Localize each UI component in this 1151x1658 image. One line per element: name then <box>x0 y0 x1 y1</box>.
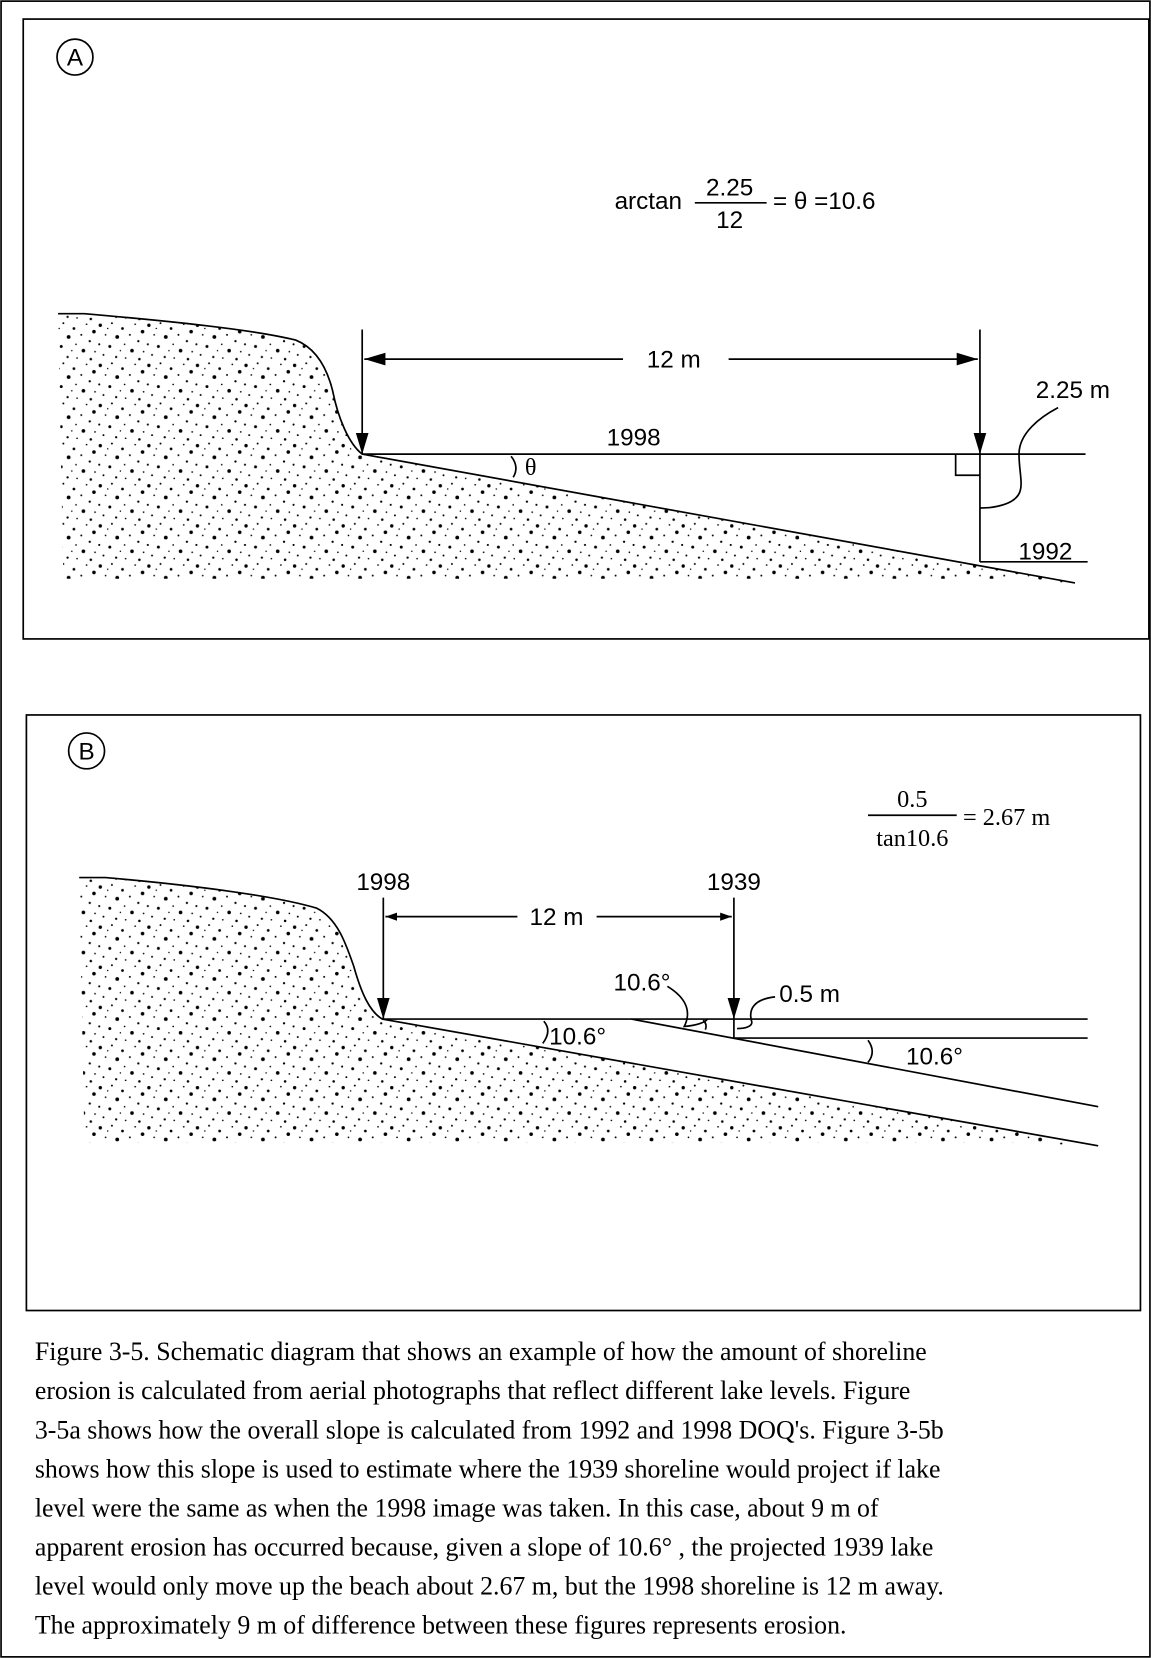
caption-line: level would only move up the beach about… <box>35 1572 944 1601</box>
caption-line: level were the same as when the 1998 ima… <box>35 1493 879 1522</box>
panel-b-frame <box>25 714 1142 1312</box>
formula-prefix: arctan <box>615 188 682 215</box>
formula-suffix: = θ =10.6 <box>773 188 876 215</box>
distance-label: 12 m <box>647 347 701 374</box>
angle-label: 10.6° <box>906 1043 963 1070</box>
year-label: 1998 <box>356 869 410 896</box>
leader-line <box>666 985 709 1028</box>
caption-line: shows how this slope is used to estimate… <box>35 1454 941 1483</box>
formula-numerator: 2.25 <box>706 174 753 201</box>
offset-label: 0.5 m <box>779 981 840 1008</box>
leader-line <box>737 996 776 1030</box>
caption-line: erosion is calculated from aerial photog… <box>35 1376 911 1405</box>
formula-numerator: 0.5 <box>897 786 927 813</box>
formula-denominator: tan10.6 <box>876 825 948 852</box>
leader-line <box>979 406 1059 509</box>
panel-a-frame <box>22 18 1150 640</box>
caption-line: The approximately 9 m of difference betw… <box>35 1611 847 1640</box>
angle-label: 10.6° <box>614 970 671 997</box>
distance-label: 12 m <box>530 904 584 931</box>
caption-line: 3-5a shows how the overall slope is calc… <box>35 1415 944 1444</box>
panel-label-circle <box>56 38 94 76</box>
sediment <box>58 313 1075 583</box>
year-label: 1998 <box>607 425 661 452</box>
panel-label: B <box>78 738 94 765</box>
year-label: 1939 <box>707 869 761 896</box>
right-angle <box>954 454 980 477</box>
sediment <box>79 877 1099 1146</box>
height-label: 2.25 m <box>1036 377 1110 404</box>
year-label: 1992 <box>1018 539 1072 566</box>
angle-arc <box>867 1039 874 1063</box>
angle-arc <box>702 1019 707 1030</box>
ground-surface <box>79 876 1099 1147</box>
formula-denominator: 12 <box>716 207 743 234</box>
caption-line: Figure 3-5. Schematic diagram that shows… <box>35 1337 927 1366</box>
ground-surface <box>58 312 1076 584</box>
angle-label: θ <box>525 454 537 481</box>
projected-slope <box>631 1018 1099 1108</box>
caption-line: apparent erosion has occurred because, g… <box>35 1533 934 1562</box>
panel-label: A <box>67 45 84 72</box>
caption: Figure 3-5. Schematic diagram that shows… <box>35 1337 944 1639</box>
panel-label-circle <box>67 732 106 770</box>
angle-arc <box>510 455 517 478</box>
angle-label: 10.6° <box>549 1023 606 1050</box>
angle-arc <box>542 1020 549 1044</box>
formula-suffix: = 2.67 m <box>963 804 1050 831</box>
